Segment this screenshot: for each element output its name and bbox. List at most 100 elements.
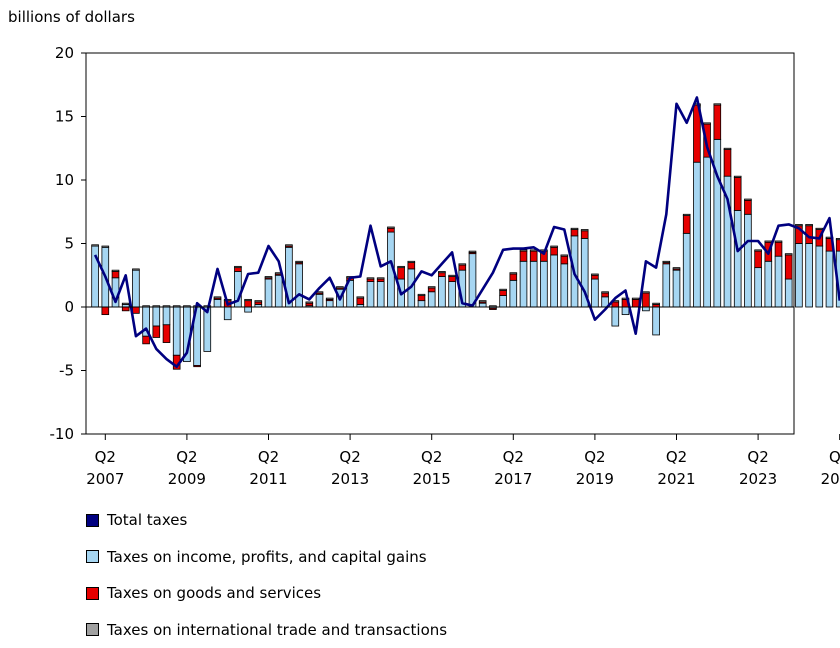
x-tick-label-q-3: Q2 — [339, 448, 360, 466]
bar-income-32 — [418, 301, 425, 307]
bar-trade-57 — [673, 268, 680, 269]
bar-goods-10 — [194, 365, 201, 366]
bar-trade-50 — [602, 292, 609, 293]
bar-goods-30 — [398, 268, 405, 279]
y-tick-label--10: -10 — [50, 425, 75, 443]
bar-goods-15 — [245, 301, 252, 307]
bar-income-22 — [316, 294, 323, 307]
bar-goods-36 — [459, 265, 466, 270]
legend-item-income: Taxes on income, profits, and capital ga… — [86, 539, 447, 576]
x-tick-label-year-1: 2009 — [168, 470, 206, 488]
bar-goods-33 — [428, 288, 435, 292]
x-tick-label-year-8: 2023 — [739, 470, 777, 488]
bar-income-38 — [479, 303, 486, 307]
bar-goods-4 — [133, 307, 140, 313]
bar-trade-24 — [337, 287, 344, 288]
bar-trade-63 — [734, 176, 741, 177]
bar-income-65 — [755, 268, 762, 307]
bar-goods-5 — [143, 336, 150, 344]
bar-goods-40 — [500, 290, 507, 295]
bar-goods-65 — [755, 251, 762, 268]
bar-goods-49 — [592, 275, 599, 279]
bar-income-51 — [612, 307, 619, 326]
bar-trade-46 — [561, 255, 568, 256]
bar-goods-50 — [602, 293, 609, 297]
bar-trade-38 — [479, 301, 486, 302]
bar-trade-19 — [286, 245, 293, 246]
bar-income-6 — [153, 307, 160, 326]
x-tick-label-q-2: Q2 — [258, 448, 279, 466]
bar-income-11 — [204, 307, 211, 351]
legend-label-income: Taxes on income, profits, and capital ga… — [107, 548, 427, 566]
bar-income-20 — [296, 264, 303, 307]
bar-trade-67 — [775, 241, 782, 242]
bar-income-55 — [653, 307, 660, 335]
bar-trade-53 — [632, 298, 639, 299]
bar-goods-29 — [388, 228, 395, 232]
bar-goods-61 — [714, 105, 721, 139]
bar-income-54 — [643, 307, 650, 311]
x-tick-label-year-9: 2025 — [821, 470, 840, 488]
bar-trade-21 — [306, 302, 313, 303]
y-tick-label-10: 10 — [55, 171, 74, 189]
bar-income-44 — [541, 261, 548, 307]
legend: Total taxes Taxes on income, profits, an… — [86, 502, 447, 648]
bar-trade-2 — [112, 270, 119, 271]
bar-goods-2 — [112, 271, 119, 277]
bar-goods-26 — [357, 298, 364, 304]
bar-income-60 — [704, 157, 711, 307]
bar-income-56 — [663, 264, 670, 307]
bar-income-23 — [326, 301, 333, 307]
bar-goods-7 — [163, 325, 170, 343]
legend-label-trade: Taxes on international trade and transac… — [107, 621, 447, 639]
x-tick-label-year-2: 2011 — [249, 470, 287, 488]
bar-trade-32 — [418, 294, 425, 295]
bar-goods-54 — [643, 293, 650, 307]
bar-income-67 — [775, 256, 782, 307]
bar-goods-67 — [775, 242, 782, 256]
bar-trade-65 — [755, 250, 762, 251]
bar-trade-69 — [796, 224, 803, 225]
bar-income-8 — [173, 307, 180, 355]
bar-goods-41 — [510, 274, 517, 280]
bar-goods-6 — [153, 326, 160, 337]
x-tick-label-q-6: Q2 — [584, 448, 605, 466]
legend-label-total: Total taxes — [107, 511, 187, 529]
bar-income-45 — [551, 255, 558, 307]
bar-income-71 — [816, 246, 823, 307]
bar-income-37 — [469, 254, 476, 307]
bar-income-12 — [214, 299, 221, 307]
bar-trade-27 — [367, 278, 374, 279]
x-tick-label-year-4: 2015 — [413, 470, 451, 488]
legend-swatch-income — [86, 550, 99, 563]
bar-trade-56 — [663, 261, 670, 262]
bar-trade-40 — [500, 289, 507, 290]
bar-goods-35 — [449, 277, 456, 282]
bar-goods-47 — [571, 230, 578, 236]
bar-trade-28 — [377, 278, 384, 279]
bar-trade-34 — [439, 271, 446, 272]
bar-trade-26 — [357, 297, 364, 298]
bar-income-72 — [826, 251, 833, 307]
bar-trade-35 — [449, 275, 456, 276]
bar-goods-58 — [683, 216, 690, 234]
bar-goods-3 — [122, 307, 129, 311]
legend-swatch-total — [86, 514, 99, 527]
bar-trade-36 — [459, 264, 466, 265]
bar-income-68 — [785, 279, 792, 307]
x-tick-label-q-5: Q2 — [503, 448, 524, 466]
bar-trade-49 — [592, 274, 599, 275]
bar-goods-46 — [561, 256, 568, 264]
bar-trade-33 — [428, 287, 435, 288]
bar-trade-70 — [806, 224, 813, 225]
bar-income-63 — [734, 210, 741, 307]
bar-income-17 — [265, 279, 272, 307]
bar-income-70 — [806, 244, 813, 308]
bar-goods-68 — [785, 255, 792, 279]
x-tick-label-q-1: Q2 — [176, 448, 197, 466]
y-tick-label--5: -5 — [59, 362, 74, 380]
legend-swatch-goods — [86, 587, 99, 600]
bar-income-4 — [133, 270, 140, 307]
bar-trade-41 — [510, 273, 517, 274]
bar-trade-37 — [469, 251, 476, 252]
